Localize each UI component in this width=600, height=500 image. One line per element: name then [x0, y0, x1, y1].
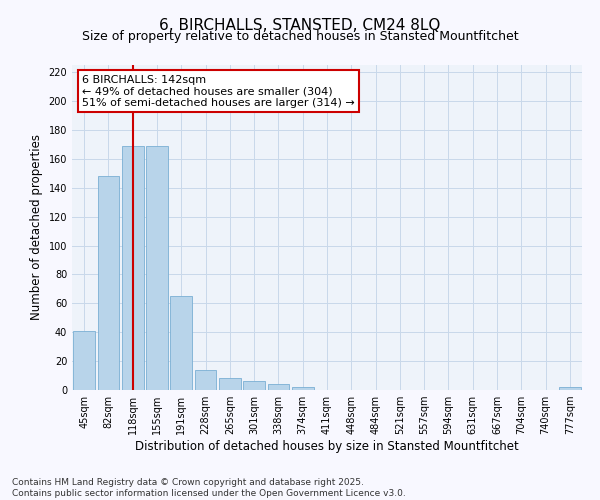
Bar	[559, 387, 581, 390]
Text: 6, BIRCHALLS, STANSTED, CM24 8LQ: 6, BIRCHALLS, STANSTED, CM24 8LQ	[160, 18, 440, 32]
Bar	[194, 370, 217, 390]
Text: Size of property relative to detached houses in Stansted Mountfitchet: Size of property relative to detached ho…	[82, 30, 518, 43]
Bar	[268, 384, 289, 390]
Text: Contains HM Land Registry data © Crown copyright and database right 2025.
Contai: Contains HM Land Registry data © Crown c…	[12, 478, 406, 498]
Bar	[170, 296, 192, 390]
Text: 6 BIRCHALLS: 142sqm
← 49% of detached houses are smaller (304)
51% of semi-detac: 6 BIRCHALLS: 142sqm ← 49% of detached ho…	[82, 74, 355, 108]
Bar	[97, 176, 119, 390]
Bar	[146, 146, 168, 390]
Bar	[243, 382, 265, 390]
X-axis label: Distribution of detached houses by size in Stansted Mountfitchet: Distribution of detached houses by size …	[135, 440, 519, 453]
Y-axis label: Number of detached properties: Number of detached properties	[30, 134, 43, 320]
Bar	[73, 331, 95, 390]
Bar	[292, 387, 314, 390]
Bar	[219, 378, 241, 390]
Bar	[122, 146, 143, 390]
